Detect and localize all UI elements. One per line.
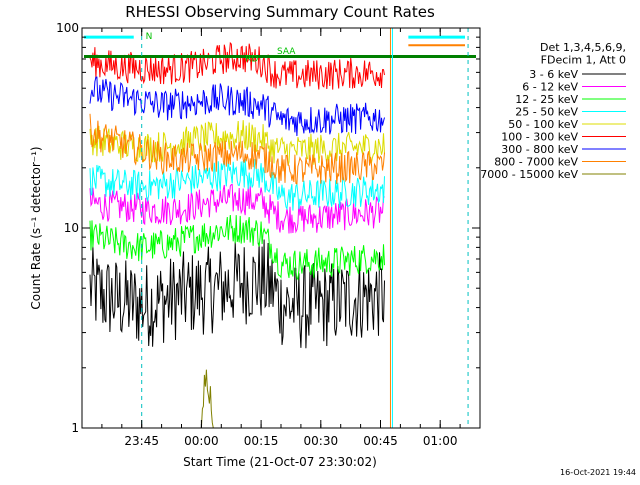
legend-label-50-100-kev: 50 - 100 keV: [508, 118, 578, 131]
legend-label-800-7000-kev: 800 - 7000 keV: [494, 156, 578, 169]
x-tick-label-00-30: 00:30: [304, 434, 339, 448]
y-tick-label-1: 1: [71, 421, 79, 435]
annotation-n: N: [146, 32, 153, 42]
y-tick-label-10: 10: [64, 221, 79, 235]
legend-label-25-50-kev: 25 - 50 keV: [515, 106, 578, 119]
orbit-markers-layer: N SAA RD: [84, 28, 476, 428]
series-line-7000-15000-kev: [200, 369, 214, 429]
legend-label-3-6-kev: 3 - 6 keV: [529, 68, 578, 81]
series-layer: [89, 41, 385, 429]
legend-header-line: Det 1,3,4,5,6,9,: [540, 41, 626, 54]
annotation-saa: SAA: [277, 47, 296, 57]
legend-label-7000-15000-kev: 7000 - 15000 keV: [480, 168, 578, 181]
series-line-25-50-kev: [89, 159, 385, 211]
x-tick-label-01-00: 01:00: [423, 434, 458, 448]
x-tick-label-23-45: 23:45: [124, 434, 159, 448]
axes-layer: 1 10 100 23:45 00:00 00:15 00:30 00:45 01:00: [56, 21, 481, 448]
legend-label-6-12-kev: 6 - 12 keV: [522, 81, 578, 94]
legend-label-12-25-kev: 12 - 25 keV: [515, 93, 578, 106]
legend-label-100-300-kev: 100 - 300 keV: [501, 131, 578, 144]
series-line-3-6-kev: [89, 239, 385, 349]
x-tick-label-00-45: 00:45: [363, 434, 398, 448]
x-tick-label-00-15: 00:15: [244, 434, 279, 448]
chart-title: RHESSI Observing Summary Count Rates: [125, 3, 435, 21]
series-line-6-12-kev: [89, 183, 385, 234]
series-line-800-7000-kev: [89, 113, 385, 185]
x-tick-label-00-00: 00:00: [184, 434, 219, 448]
series-line-12-25-kev: [89, 214, 385, 281]
legend-label-300-800-kev: 300 - 800 keV: [501, 143, 578, 156]
x-axis-label: Start Time (21-Oct-07 23:30:02): [183, 455, 377, 469]
legend-header-line: FDecim 1, Att 0: [541, 54, 626, 67]
y-tick-label-100: 100: [56, 21, 79, 35]
footer-timestamp: 16-Oct-2021 19:44: [560, 468, 636, 477]
series-line-100-300-kev: [89, 41, 385, 90]
annotation-rd: RD: [245, 54, 258, 64]
y-axis-label: Count Rate (s⁻¹ detector⁻¹): [29, 146, 43, 309]
legend: Det 1,3,4,5,6,9,FDecim 1, Att 03 - 6 keV…: [480, 41, 626, 181]
series-line-300-800-kev: [89, 76, 385, 137]
